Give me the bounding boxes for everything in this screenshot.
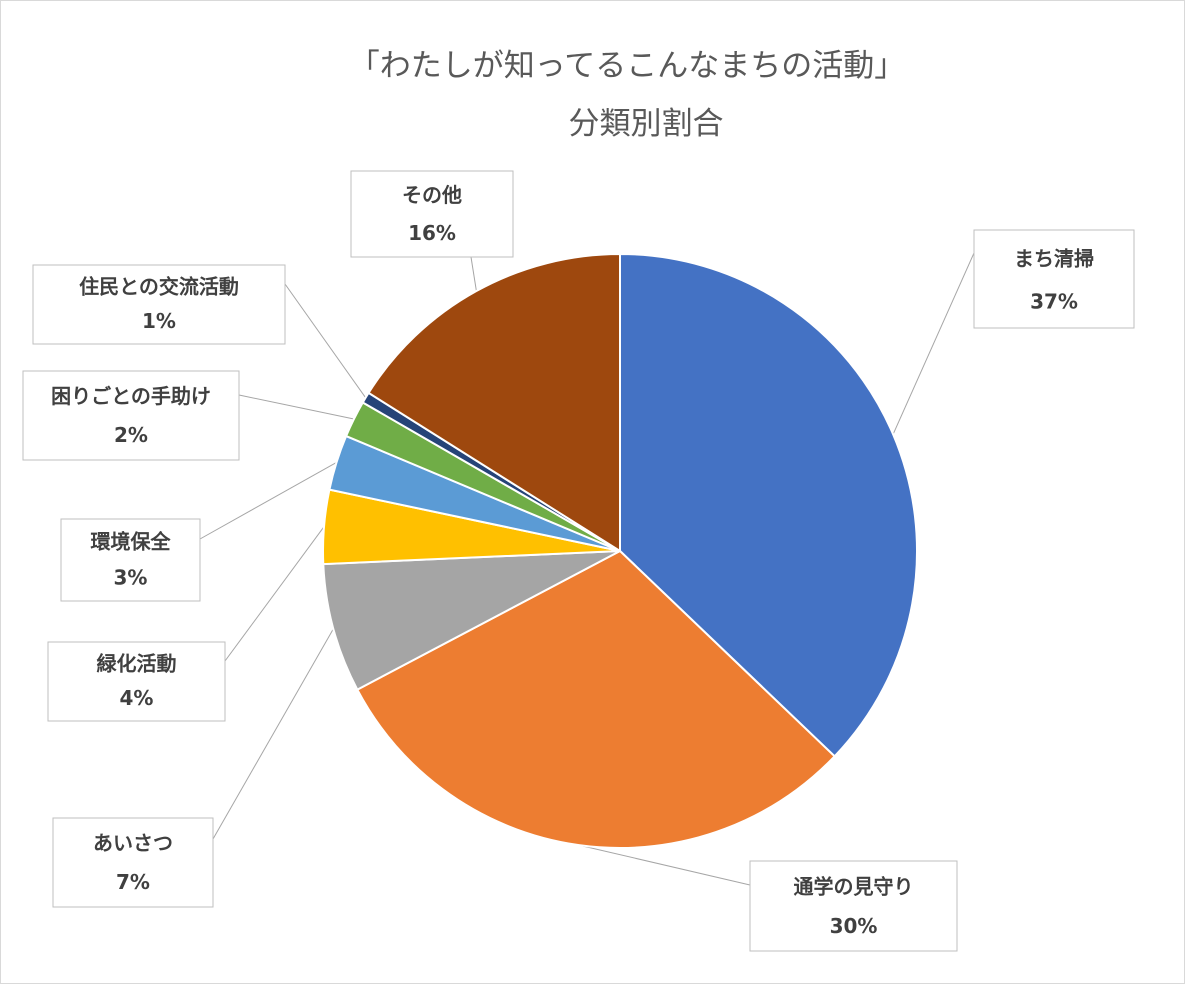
data-label-box	[47, 641, 226, 722]
data-label-category: 住民との交流活動	[79, 274, 239, 298]
leader-line	[238, 394, 355, 420]
data-label: あいさつ 7%	[52, 817, 214, 908]
data-label-percent: 3%	[114, 566, 148, 590]
data-label-category: まち清掃	[1014, 246, 1094, 270]
data-label-category: 環境保全	[91, 530, 172, 554]
data-label-category: 困りごとの手助け	[51, 384, 211, 408]
data-label-box	[350, 170, 514, 258]
data-label-box	[973, 229, 1135, 329]
data-label-category: 通学の見守り	[794, 874, 914, 898]
chart-title: 「わたしが知ってるこんなまちの活動」	[349, 48, 905, 84]
data-label-category: あいさつ	[93, 831, 173, 855]
data-label: 環境保全 3%	[60, 518, 201, 602]
pie-slices	[322, 252, 919, 849]
leader-line	[212, 628, 334, 840]
pie-slice	[356, 549, 837, 849]
chart-subtitle: 分類別割合	[569, 106, 724, 142]
data-label-box	[60, 518, 201, 602]
leader-line	[470, 256, 477, 292]
leader-lines	[199, 252, 975, 886]
data-label-percent: 7%	[116, 870, 150, 894]
leader-line	[224, 526, 325, 662]
leader-line	[578, 844, 751, 886]
data-label-percent: 30%	[830, 914, 878, 938]
data-label-box	[749, 860, 958, 952]
data-label-category: その他	[402, 183, 462, 207]
leader-line	[284, 283, 367, 398]
pie-slice	[367, 252, 621, 553]
leader-line	[199, 461, 337, 540]
data-label-box	[32, 264, 286, 345]
data-label: 緑化活動 4%	[47, 641, 226, 722]
data-label-box	[22, 370, 240, 461]
data-label-percent: 16%	[408, 221, 456, 245]
data-label-percent: 37%	[1030, 289, 1078, 313]
data-label-category: 緑化活動	[97, 651, 177, 675]
data-label: 困りごとの手助け 2%	[22, 370, 240, 461]
data-label: 住民との交流活動 1%	[32, 264, 286, 345]
data-labels: まち清掃 37% 通学の見守り 30% あいさつ 7% 緑化活動 4% 環境保全 3% 困りごとの手…	[22, 170, 1135, 952]
data-label: その他 16%	[350, 170, 514, 258]
data-label-percent: 4%	[120, 686, 154, 710]
data-label-box	[52, 817, 214, 908]
data-label: 通学の見守り 30%	[749, 860, 958, 952]
data-label: まち清掃 37%	[973, 229, 1135, 329]
pie-slice	[322, 550, 621, 692]
pie-slice	[619, 252, 919, 758]
data-label-percent: 1%	[142, 309, 176, 333]
leader-line	[892, 252, 975, 435]
data-label-percent: 2%	[114, 423, 148, 447]
